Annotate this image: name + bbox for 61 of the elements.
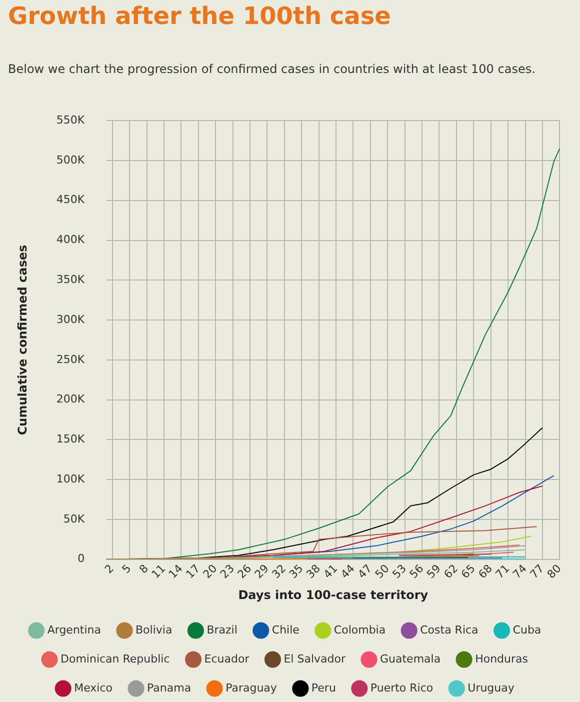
legend-label: Colombia	[334, 623, 386, 636]
x-axis-title: Days into 100-case territory	[238, 588, 428, 602]
y-tick-label: 550K	[56, 113, 86, 126]
x-tick-label: 26	[235, 562, 254, 582]
x-tick-label: 71	[493, 562, 512, 582]
x-tick-label: 65	[458, 562, 478, 582]
x-tick-label: 68	[476, 562, 495, 582]
legend-label: Honduras	[475, 652, 528, 666]
legend-label: Peru	[311, 681, 336, 694]
x-tick-label: 80	[544, 562, 564, 582]
y-tick-label: 400K	[56, 233, 86, 246]
y-tick-label: 300K	[56, 312, 86, 326]
x-tick-label: 32	[269, 562, 289, 582]
y-tick-label: 350K	[56, 273, 86, 286]
legend-label: Panama	[147, 681, 192, 694]
chart-title: Growth after the 100th case	[8, 1, 392, 32]
y-tick-label: 500K	[56, 153, 86, 166]
x-tick-label: 11	[149, 562, 168, 582]
y-tick-label: 50K	[63, 512, 86, 526]
x-tick-label: 29	[252, 562, 272, 582]
x-tick-label: 17	[183, 562, 203, 582]
y-tick-label: 250K	[56, 352, 86, 366]
legend-label: Guatemala	[380, 652, 441, 666]
y-tick-label: 0	[78, 552, 85, 566]
x-tick-label: 47	[355, 562, 375, 582]
legend-label: Dominican Republic	[60, 652, 170, 666]
legend-label: Brazil	[206, 623, 238, 636]
x-tick-label: 23	[218, 562, 237, 582]
x-tick-label: 5	[120, 562, 134, 576]
legend-label: Mexico	[74, 681, 113, 694]
x-tick-label: 8	[136, 562, 151, 576]
x-tick-label: 20	[200, 562, 220, 582]
legend-label: Uruguay	[468, 681, 515, 694]
x-tick-label: 53	[390, 562, 409, 582]
legend-label: Puerto Rico	[370, 681, 434, 694]
chart-subtitle: Below we chart the progression of confirmed cases in countries with at least 100 cases.	[8, 61, 536, 78]
x-tick-label: 44	[338, 562, 358, 582]
x-tick-label: 50	[372, 562, 392, 582]
legend-label: Bolivia	[135, 623, 172, 636]
x-tick-label: 74	[510, 562, 530, 582]
y-axis-title: Cumulative confirmed cases	[15, 244, 30, 436]
legend-label: Cuba	[512, 623, 542, 636]
x-tick-label: 38	[304, 562, 323, 582]
x-tick-label: 2	[102, 562, 116, 576]
x-tick-label: 14	[166, 562, 186, 582]
x-tick-label: 77	[528, 562, 547, 582]
legend-label: Costa Rica	[420, 623, 478, 636]
legend-label: Paraguay	[226, 681, 278, 694]
y-tick-label: 150K	[56, 432, 86, 446]
y-tick-label: 200K	[56, 392, 86, 406]
x-tick-label: 62	[441, 562, 461, 582]
x-tick-label: 56	[407, 562, 426, 582]
legend-label: Argentina	[47, 623, 102, 636]
legend-label: El Salvador	[284, 652, 346, 666]
y-tick-label: 450K	[56, 193, 86, 206]
x-tick-label: 41	[321, 562, 340, 582]
y-tick-label: 100K	[56, 472, 86, 486]
legend-label: Chile	[272, 623, 300, 636]
legend-label: Ecuador	[204, 652, 250, 666]
x-tick-label: 35	[286, 562, 306, 582]
x-tick-label: 59	[424, 562, 444, 582]
